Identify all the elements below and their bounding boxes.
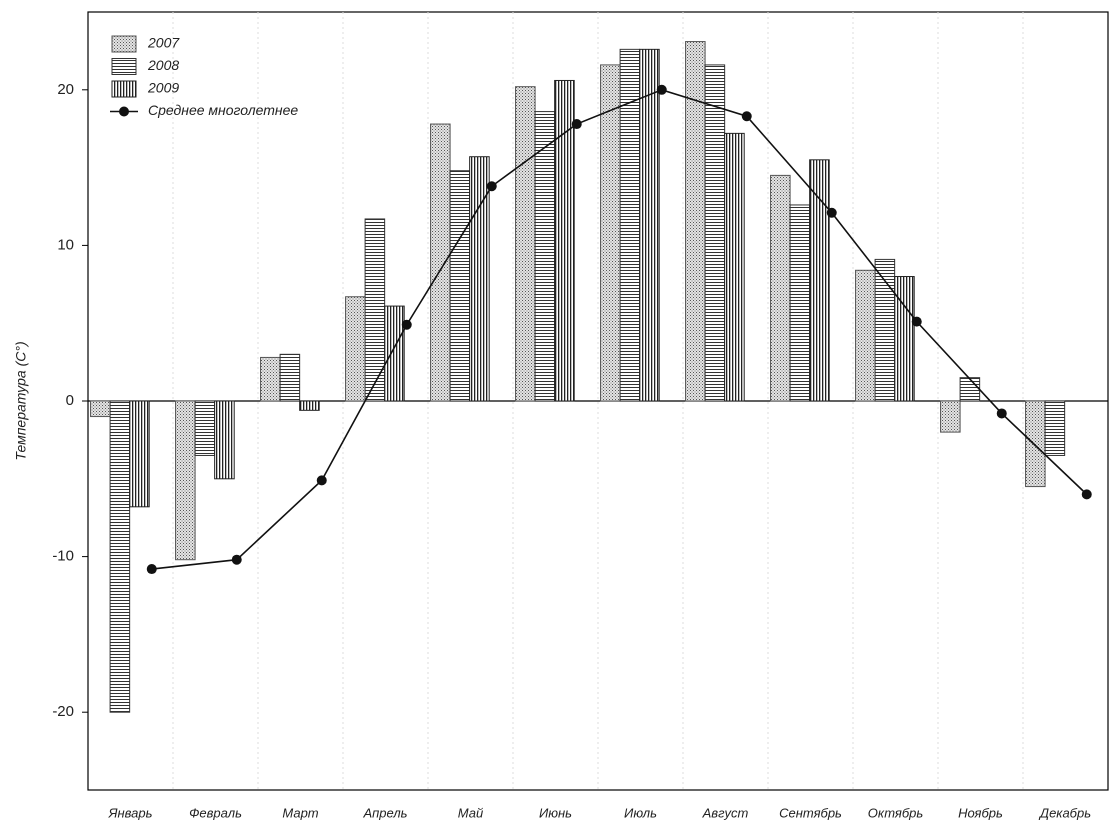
- x-tick-label: Май: [458, 805, 483, 820]
- bar: [175, 400, 196, 561]
- x-tick-label: Ноябрь: [958, 805, 1003, 820]
- bar: [279, 353, 301, 402]
- legend-swatch: [111, 58, 137, 75]
- bar: [639, 48, 660, 402]
- bar: [384, 305, 405, 402]
- legend-label: Среднее многолетнее: [148, 102, 298, 118]
- x-tick-label: Январь: [108, 805, 153, 820]
- bar: [940, 400, 961, 433]
- bar: [364, 218, 386, 402]
- point: [316, 475, 327, 486]
- bar: [534, 111, 556, 402]
- legend-label: 2008: [147, 57, 179, 73]
- point: [996, 408, 1007, 419]
- bar: [855, 269, 876, 402]
- point: [401, 319, 412, 330]
- legend-swatch: [111, 35, 137, 53]
- bar: [214, 400, 235, 480]
- bar: [345, 296, 366, 402]
- legend-label: 2009: [147, 80, 179, 96]
- bar: [449, 170, 471, 402]
- point: [911, 316, 922, 327]
- point: [826, 207, 837, 218]
- bar: [789, 204, 811, 402]
- bar: [109, 400, 131, 713]
- y-tick-label: -20: [52, 703, 74, 720]
- point: [656, 84, 667, 95]
- point: [146, 564, 157, 575]
- bar: [1025, 400, 1046, 488]
- bar: [724, 132, 745, 402]
- point: [231, 554, 242, 565]
- x-tick-label: Июль: [624, 805, 657, 820]
- bar: [809, 159, 830, 402]
- bar: [1044, 400, 1066, 456]
- y-tick-label: 10: [57, 236, 74, 253]
- x-tick-label: Август: [702, 805, 749, 820]
- bar: [299, 400, 320, 411]
- x-tick-label: Июнь: [539, 805, 572, 820]
- bar: [430, 123, 451, 402]
- x-tick-label: Декабрь: [1038, 805, 1091, 820]
- point: [571, 119, 582, 130]
- point: [1081, 489, 1092, 500]
- x-tick-label: Февраль: [189, 805, 242, 820]
- y-tick-label: -10: [52, 548, 74, 565]
- bar: [704, 64, 726, 402]
- x-tick-label: Октябрь: [868, 805, 924, 820]
- x-tick-label: Апрель: [362, 805, 407, 820]
- bar: [90, 400, 111, 418]
- bar: [685, 41, 706, 402]
- legend-label: 2007: [147, 35, 180, 51]
- x-tick-label: Март: [282, 805, 318, 820]
- bar: [770, 174, 791, 402]
- bar: [194, 400, 216, 456]
- y-axis-label: Температура (C°): [13, 341, 29, 460]
- y-tick-label: 0: [66, 392, 74, 409]
- point: [741, 111, 752, 122]
- bar: [129, 400, 150, 508]
- y-tick-label: 20: [57, 81, 74, 98]
- bar: [894, 276, 915, 402]
- legend-marker: [119, 106, 129, 117]
- point: [486, 181, 497, 192]
- legend-swatch: [111, 80, 137, 98]
- bar: [469, 156, 490, 402]
- bar: [554, 79, 575, 402]
- bar: [600, 64, 621, 402]
- bar: [260, 356, 281, 402]
- line: [151, 88, 1088, 570]
- bar: [959, 377, 981, 402]
- x-tick-label: Сентябрь: [779, 805, 842, 820]
- bar: [515, 86, 536, 402]
